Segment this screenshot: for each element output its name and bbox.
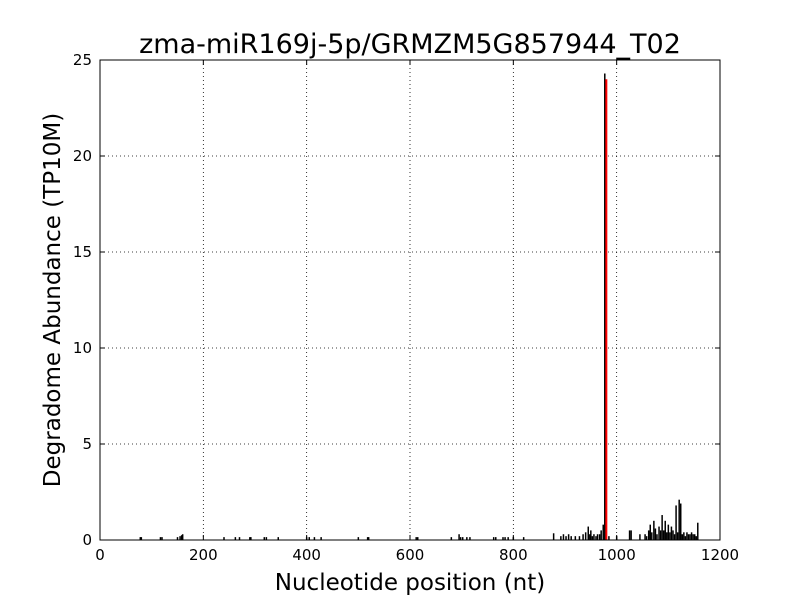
x-tick-label: 0	[95, 546, 105, 564]
y-axis-title: Degradome Abundance (TP10M)	[40, 113, 66, 487]
y-tick-label: 15	[73, 243, 92, 261]
y-tick-label: 5	[82, 435, 92, 453]
x-tick-label: 400	[292, 546, 321, 564]
y-tick-label: 25	[73, 51, 92, 69]
x-tick-label: 1000	[598, 546, 636, 564]
x-tick-label: 800	[499, 546, 528, 564]
y-tick-label: 0	[82, 531, 92, 549]
x-tick-label: 200	[189, 546, 218, 564]
x-tick-label: 600	[396, 546, 425, 564]
y-tick-label: 10	[73, 339, 92, 357]
x-axis-title: Nucleotide position (nt)	[275, 570, 545, 596]
x-tick-label: 1200	[701, 546, 739, 564]
chart-title: zma-miR169j-5p/GRMZM5G857944_T02	[139, 29, 681, 60]
y-tick-label: 20	[73, 147, 92, 165]
